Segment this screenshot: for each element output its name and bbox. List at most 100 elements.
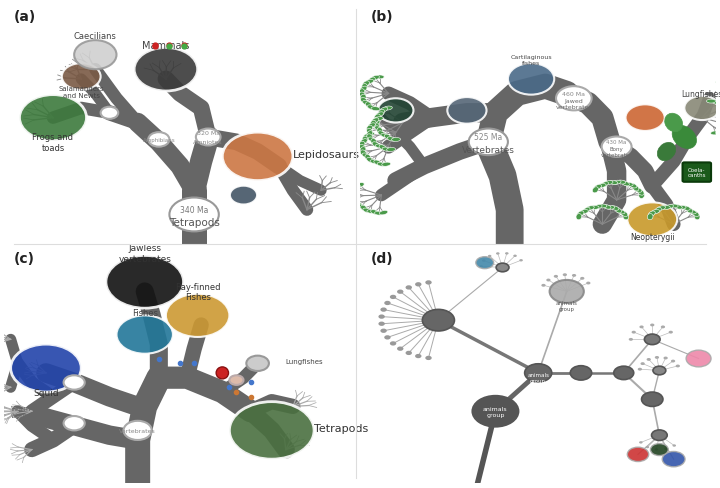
- Ellipse shape: [387, 148, 395, 152]
- Ellipse shape: [366, 135, 373, 141]
- Circle shape: [654, 356, 659, 359]
- Circle shape: [638, 368, 642, 371]
- Ellipse shape: [716, 81, 720, 85]
- Text: Caecilians: Caecilians: [74, 32, 117, 41]
- Circle shape: [580, 277, 585, 280]
- Circle shape: [627, 447, 649, 462]
- Text: Amniotes: Amniotes: [194, 140, 223, 145]
- Ellipse shape: [360, 140, 367, 145]
- Ellipse shape: [369, 138, 376, 143]
- Circle shape: [665, 448, 667, 450]
- Circle shape: [469, 129, 508, 156]
- Ellipse shape: [648, 211, 655, 217]
- Ellipse shape: [374, 118, 380, 124]
- Ellipse shape: [363, 134, 370, 140]
- Circle shape: [650, 324, 654, 327]
- Ellipse shape: [677, 206, 686, 210]
- Text: Lungfishes: Lungfishes: [286, 358, 323, 364]
- Ellipse shape: [371, 76, 379, 81]
- Text: Lepidosaurs: Lepidosaurs: [293, 150, 360, 160]
- Ellipse shape: [694, 214, 700, 220]
- Ellipse shape: [603, 205, 611, 210]
- Text: Ray-finned
Fishes: Ray-finned Fishes: [175, 282, 220, 302]
- Circle shape: [644, 334, 660, 345]
- Circle shape: [134, 48, 197, 92]
- Circle shape: [148, 133, 169, 147]
- Ellipse shape: [576, 214, 582, 220]
- Ellipse shape: [360, 95, 366, 101]
- Ellipse shape: [657, 206, 665, 211]
- Ellipse shape: [359, 145, 366, 151]
- Ellipse shape: [359, 93, 366, 99]
- Ellipse shape: [601, 183, 608, 187]
- Ellipse shape: [374, 126, 382, 132]
- Ellipse shape: [363, 209, 372, 213]
- Ellipse shape: [366, 133, 374, 137]
- Circle shape: [646, 446, 649, 448]
- Ellipse shape: [362, 137, 368, 143]
- Ellipse shape: [617, 181, 626, 184]
- Ellipse shape: [382, 163, 391, 167]
- Ellipse shape: [366, 126, 372, 132]
- Text: Vertebrates: Vertebrates: [462, 145, 515, 154]
- Ellipse shape: [363, 101, 371, 106]
- Circle shape: [631, 331, 636, 334]
- Ellipse shape: [352, 190, 359, 196]
- Ellipse shape: [624, 183, 633, 187]
- Ellipse shape: [638, 190, 644, 196]
- Circle shape: [379, 322, 384, 326]
- Text: Salamanders
and Newts: Salamanders and Newts: [58, 85, 104, 98]
- Ellipse shape: [365, 80, 374, 84]
- Ellipse shape: [375, 145, 384, 149]
- Ellipse shape: [593, 187, 598, 193]
- Circle shape: [378, 99, 413, 123]
- Circle shape: [546, 279, 551, 282]
- Ellipse shape: [378, 132, 385, 137]
- Circle shape: [384, 301, 391, 305]
- Circle shape: [426, 281, 432, 285]
- Circle shape: [62, 64, 101, 91]
- Circle shape: [63, 376, 85, 390]
- Ellipse shape: [706, 100, 716, 104]
- Text: Mammals: Mammals: [143, 41, 189, 51]
- Ellipse shape: [372, 142, 379, 148]
- Ellipse shape: [354, 199, 360, 205]
- Ellipse shape: [665, 205, 673, 210]
- Ellipse shape: [669, 204, 678, 208]
- Circle shape: [639, 326, 644, 328]
- Circle shape: [671, 360, 675, 363]
- Ellipse shape: [356, 183, 364, 188]
- Ellipse shape: [379, 110, 384, 116]
- Ellipse shape: [682, 206, 690, 211]
- Circle shape: [405, 351, 412, 355]
- Ellipse shape: [370, 160, 379, 164]
- Circle shape: [684, 97, 720, 121]
- Text: Amphibians: Amphibians: [143, 138, 175, 142]
- Circle shape: [472, 396, 518, 427]
- Ellipse shape: [362, 154, 370, 159]
- FancyBboxPatch shape: [683, 163, 711, 183]
- Circle shape: [397, 290, 403, 294]
- Circle shape: [124, 421, 152, 440]
- Ellipse shape: [716, 130, 720, 135]
- Circle shape: [230, 186, 257, 205]
- Ellipse shape: [594, 205, 602, 210]
- Ellipse shape: [374, 120, 380, 126]
- Ellipse shape: [577, 211, 584, 217]
- Ellipse shape: [616, 210, 625, 214]
- Circle shape: [613, 366, 634, 380]
- Circle shape: [380, 308, 387, 312]
- Ellipse shape: [594, 185, 601, 190]
- Circle shape: [664, 357, 667, 360]
- Circle shape: [519, 260, 523, 262]
- Ellipse shape: [360, 147, 366, 154]
- Circle shape: [653, 366, 666, 375]
- Ellipse shape: [376, 113, 384, 118]
- Circle shape: [639, 441, 643, 444]
- Ellipse shape: [674, 205, 683, 210]
- Text: Fishes: Fishes: [132, 309, 158, 318]
- Text: 340 Ma: 340 Ma: [180, 205, 208, 215]
- Circle shape: [505, 253, 508, 255]
- Text: (c): (c): [14, 251, 35, 265]
- Ellipse shape: [359, 90, 365, 96]
